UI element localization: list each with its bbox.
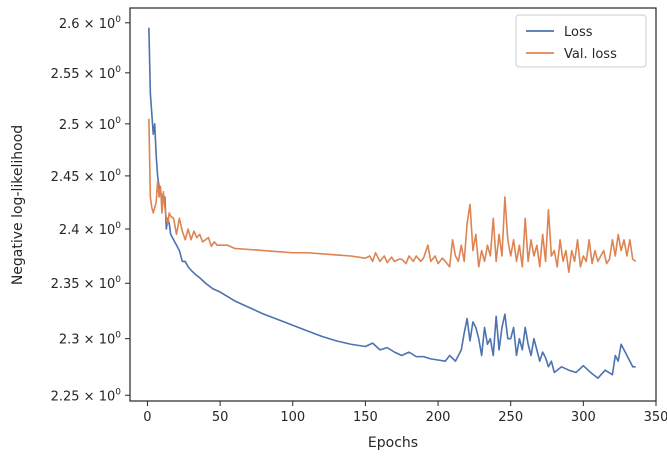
x-tick-label: 250 bbox=[498, 410, 523, 425]
legend-label: Loss bbox=[564, 25, 593, 40]
y-tick-label: 2.3 × 100 bbox=[59, 331, 121, 348]
y-tick-pow: 10 bbox=[99, 118, 116, 133]
y-tick-exp: 0 bbox=[115, 116, 121, 126]
y-tick-times: × bbox=[80, 170, 99, 185]
y-tick-base: 2.6 bbox=[59, 17, 80, 32]
y-tick-label: 2.45 × 100 bbox=[51, 168, 122, 185]
y-tick-label: 2.6 × 100 bbox=[59, 15, 121, 32]
y-tick-base: 2.35 bbox=[51, 277, 80, 292]
y-tick-pow: 10 bbox=[99, 277, 116, 292]
plot-frame bbox=[129, 7, 657, 402]
x-tick-label: 300 bbox=[571, 410, 596, 425]
y-tick-label: 2.5 × 100 bbox=[59, 116, 121, 133]
y-tick-base: 2.4 bbox=[59, 223, 80, 238]
y-tick-times: × bbox=[80, 223, 99, 238]
x-tick-label: 150 bbox=[353, 410, 378, 425]
x-tick-label: 50 bbox=[212, 410, 229, 425]
y-tick-base: 2.25 bbox=[51, 389, 80, 404]
legend-label: Val. loss bbox=[564, 47, 617, 62]
x-tick-label: 350 bbox=[644, 410, 667, 425]
y-tick-label: 2.55 × 100 bbox=[51, 65, 122, 82]
y-tick-exp: 0 bbox=[115, 15, 121, 25]
y-tick-exp: 0 bbox=[115, 387, 121, 397]
series-line-2 bbox=[148, 118, 637, 274]
y-tick-pow: 10 bbox=[99, 389, 116, 404]
y-tick-exp: 0 bbox=[115, 221, 121, 231]
y-tick-pow: 10 bbox=[99, 170, 116, 185]
y-tick-pow: 10 bbox=[99, 333, 116, 348]
y-tick-times: × bbox=[80, 389, 99, 404]
y-tick-exp: 0 bbox=[115, 275, 121, 285]
x-axis: 0 50 100 150 200 250 300 350 bbox=[143, 401, 667, 425]
y-tick-times: × bbox=[80, 277, 99, 292]
y-axis-title: Negative log-likelihood bbox=[10, 125, 26, 285]
y-tick-base: 2.5 bbox=[59, 118, 80, 133]
y-tick-label: 2.25 × 100 bbox=[51, 387, 122, 404]
y-tick-label: 2.35 × 100 bbox=[51, 275, 122, 292]
x-tick-label: 200 bbox=[426, 410, 451, 425]
x-axis-title: Epochs bbox=[368, 435, 418, 451]
y-tick-times: × bbox=[80, 118, 99, 133]
y-tick-label: 2.4 × 100 bbox=[59, 221, 121, 238]
y-tick-exp: 0 bbox=[115, 65, 121, 75]
y-tick-times: × bbox=[80, 67, 99, 82]
y-tick-pow: 10 bbox=[99, 67, 116, 82]
series-line-1 bbox=[148, 27, 636, 379]
y-tick-base: 2.45 bbox=[51, 170, 80, 185]
y-tick-base: 2.55 bbox=[51, 67, 80, 82]
legend: Loss Val. loss bbox=[515, 14, 647, 68]
legend-box bbox=[515, 14, 647, 68]
series-layer bbox=[148, 27, 637, 379]
y-tick-pow: 10 bbox=[99, 17, 116, 32]
x-tick-label: 0 bbox=[143, 410, 151, 425]
y-tick-exp: 0 bbox=[115, 168, 121, 178]
y-tick-times: × bbox=[80, 17, 99, 32]
y-tick-base: 2.3 bbox=[59, 333, 80, 348]
y-tick-exp: 0 bbox=[115, 331, 121, 341]
y-tick-times: × bbox=[80, 333, 99, 348]
x-tick-label: 100 bbox=[280, 410, 305, 425]
y-tick-pow: 10 bbox=[99, 223, 116, 238]
